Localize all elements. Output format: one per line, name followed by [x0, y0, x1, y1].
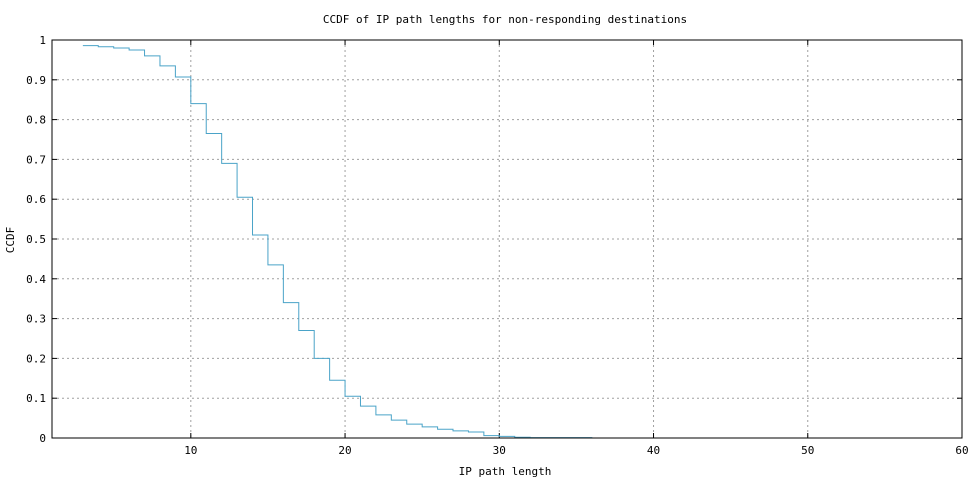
plot-frame	[51, 39, 963, 439]
x-tick-label: 40	[647, 444, 660, 457]
x-tick-label: 10	[184, 444, 197, 457]
y-tick-label: 0.2	[26, 352, 46, 365]
x-axis-label: IP path length	[459, 465, 552, 478]
y-tick-label: 0.6	[26, 193, 46, 206]
y-tick-label: 0.1	[26, 392, 46, 405]
grid-lines	[52, 40, 962, 438]
y-tick-label: 0	[39, 432, 46, 445]
x-tick-label: 50	[801, 444, 814, 457]
y-tick-label: 0.9	[26, 74, 46, 87]
y-tick-label: 0.4	[26, 273, 46, 286]
x-tick-label: 20	[338, 444, 351, 457]
y-tick-label: 0.8	[26, 114, 46, 127]
x-tick-label: 60	[955, 444, 968, 457]
y-tick-label: 0.7	[26, 153, 46, 166]
y-tick-label: 0.3	[26, 313, 46, 326]
tick-labels: 0 0.1 0.2 0.3 0.4 0.5 0.6 0.7 0.8 0.9 1 10 20 30 40 50 6…	[26, 34, 969, 457]
x-tick-label: 30	[493, 444, 506, 457]
y-axis-label: CCDF	[4, 227, 17, 254]
chart-title: CCDF of IP path lengths for non-respondi…	[323, 13, 687, 26]
y-tick-label: 1	[39, 34, 46, 47]
ccdf-series-line	[82, 45, 593, 439]
plot-series	[82, 45, 593, 439]
y-tick-label: 0.5	[26, 233, 46, 246]
